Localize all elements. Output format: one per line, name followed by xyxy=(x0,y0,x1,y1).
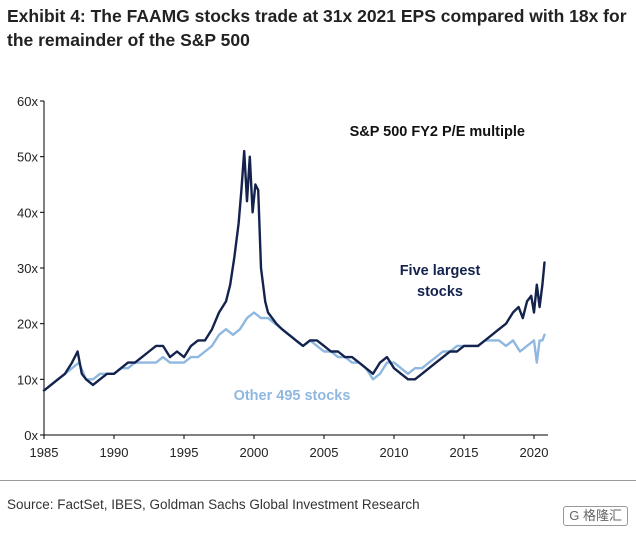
series-label-five-largest-line2: stocks xyxy=(417,284,463,300)
pe-line-chart: S&P 500 FY2 P/E multiple 0x 10x 20x 30x 40x 5… xyxy=(17,94,548,460)
y-tick-label: 20x xyxy=(17,317,38,332)
x-tick-label: 2010 xyxy=(380,445,409,460)
x-tick-label: 2015 xyxy=(450,445,479,460)
series-line-five-largest xyxy=(42,149,546,392)
x-tick-label: 1990 xyxy=(100,445,129,460)
x-tick-label: 2000 xyxy=(240,445,269,460)
x-tick-label: 2005 xyxy=(310,445,339,460)
source-note: Source: FactSet, IBES, Goldman Sachs Glo… xyxy=(7,497,420,512)
divider-line xyxy=(0,480,636,481)
series-label-other-495: Other 495 stocks xyxy=(234,388,351,404)
y-tick-label: 30x xyxy=(17,261,38,276)
y-tick-label: 50x xyxy=(17,150,38,165)
watermark-logo: G 格隆汇 xyxy=(563,506,628,526)
x-tick-label: 1985 xyxy=(30,445,59,460)
y-tick-label: 40x xyxy=(17,205,38,220)
y-tick-label: 60x xyxy=(17,94,38,109)
chart-series xyxy=(42,149,546,392)
exhibit-title: Exhibit 4: The FAAMG stocks trade at 31x… xyxy=(7,6,627,50)
y-tick-label: 10x xyxy=(17,372,38,387)
x-tick-label: 1995 xyxy=(170,445,199,460)
chart-title: S&P 500 FY2 P/E multiple xyxy=(350,124,525,140)
y-tick-label: 0x xyxy=(24,428,38,443)
series-labels: Five largest stocks Other 495 stocks xyxy=(234,263,481,404)
series-label-five-largest-line1: Five largest xyxy=(400,263,481,279)
series-line-other-495 xyxy=(42,311,546,392)
x-tick-label: 2020 xyxy=(520,445,549,460)
chart-axes: 0x 10x 20x 30x 40x 50x 60x 1985 1990 1995 2000 2005… xyxy=(17,94,548,460)
